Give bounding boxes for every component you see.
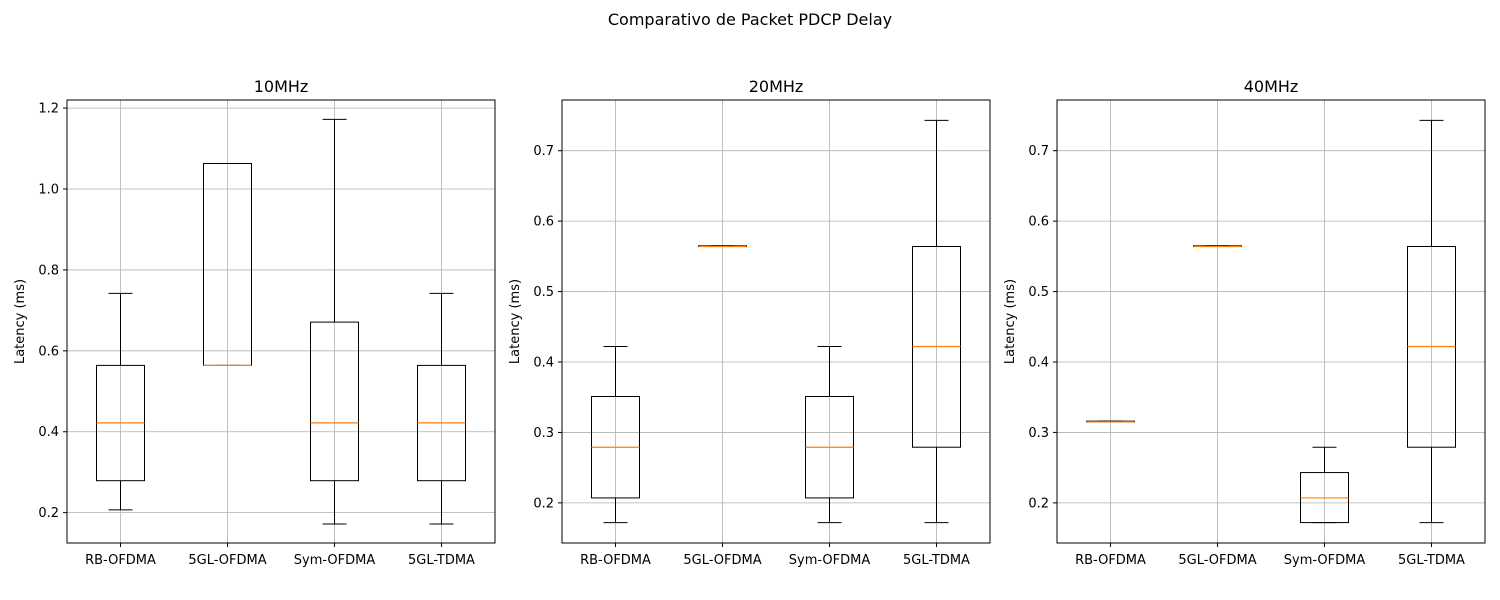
subplot-0: 0.2 0.4 0.6 0.8 1.0 1.2 RB-OFDMA 5GL-OFDMA Sym-O… [13, 77, 496, 568]
subplot-title: 10MHz [254, 77, 309, 96]
y-axis-label: Latency (ms) [13, 279, 28, 364]
box-0 [591, 346, 640, 524]
y-tick-label: 0.5 [533, 285, 554, 300]
y-axis-label: Latency (ms) [508, 279, 523, 364]
y-tick-label: 0.8 [38, 263, 59, 278]
box-3 [417, 292, 466, 525]
y-tick-label: 0.6 [1028, 215, 1049, 230]
x-tick-label: 5GL-TDMA [408, 553, 475, 568]
box-0 [1086, 420, 1135, 423]
y-axis-label: Latency (ms) [1003, 279, 1018, 364]
subplot-title: 40MHz [1244, 77, 1299, 96]
subplot-1: 0.2 0.3 0.4 0.5 0.6 0.7 RB-OFDMA 5GL-OFDMA Sym-O… [508, 77, 991, 568]
x-tick-label: 5GL-TDMA [903, 553, 970, 568]
y-tick-label: 0.6 [38, 344, 59, 359]
x-tick-label: Sym-OFDMA [1284, 553, 1366, 568]
x-tick-label: 5GL-OFDMA [188, 553, 266, 568]
subplot-title: 20MHz [749, 77, 804, 96]
y-tick-label: 0.6 [533, 215, 554, 230]
x-tick-label: RB-OFDMA [1075, 553, 1146, 568]
y-tick-label: 0.3 [1028, 426, 1049, 441]
box-1 [1193, 245, 1242, 248]
figure-title: Comparativo de Packet PDCP Delay [608, 10, 892, 29]
y-tick-label: 0.2 [1028, 496, 1049, 511]
x-tick-label: Sym-OFDMA [294, 553, 376, 568]
y-tick-label: 0.2 [38, 506, 59, 521]
axes-frame [1056, 99, 1486, 544]
axes-frame [66, 99, 496, 544]
axes-frame [561, 99, 991, 544]
y-tick-label: 0.7 [1028, 144, 1049, 159]
y-tick-label: 0.3 [533, 426, 554, 441]
x-tick-label: 5GL-TDMA [1398, 553, 1465, 568]
box-2 [1300, 446, 1349, 524]
y-tick-label: 0.4 [533, 355, 554, 370]
y-tick-label: 0.5 [1028, 285, 1049, 300]
box-0 [96, 292, 145, 511]
y-tick-label: 1.0 [38, 183, 59, 198]
y-tick-label: 0.4 [1028, 355, 1049, 370]
box-2 [805, 346, 854, 524]
y-tick-label: 0.2 [533, 496, 554, 511]
y-tick-label: 0.7 [533, 144, 554, 159]
x-tick-label: RB-OFDMA [580, 553, 651, 568]
box-3 [912, 119, 961, 524]
subplot-2: 0.2 0.3 0.4 0.5 0.6 0.7 RB-OFDMA 5GL-OFDMA Sym-O… [1003, 77, 1486, 568]
x-tick-label: Sym-OFDMA [789, 553, 871, 568]
y-tick-label: 0.4 [38, 425, 59, 440]
box-3 [1407, 119, 1456, 524]
x-tick-label: RB-OFDMA [85, 553, 156, 568]
box-body [310, 321, 359, 482]
y-tick-label: 1.2 [38, 102, 59, 117]
x-tick-label: 5GL-OFDMA [1178, 553, 1256, 568]
box-1 [698, 245, 747, 248]
box-1 [203, 163, 252, 366]
x-tick-label: 5GL-OFDMA [683, 553, 761, 568]
box-2 [310, 118, 359, 525]
